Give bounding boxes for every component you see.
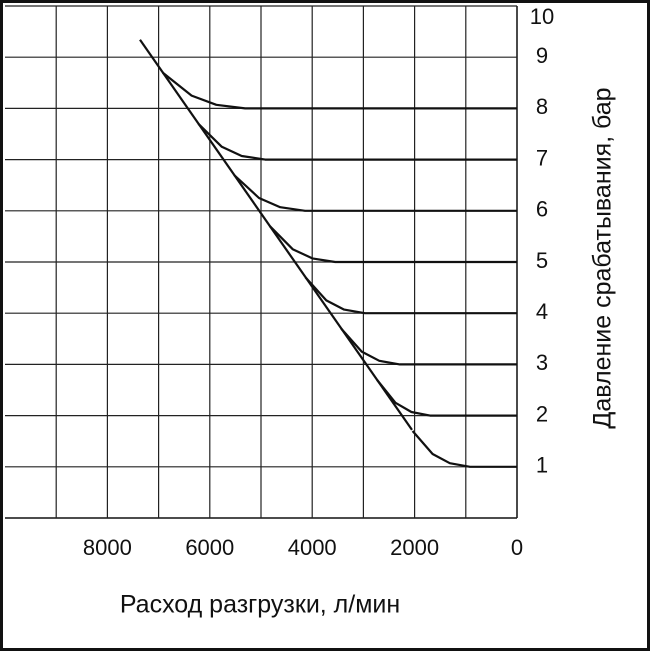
line — [376, 379, 517, 417]
line — [411, 430, 517, 468]
y-tick-label: 5 — [536, 248, 548, 273]
line — [139, 39, 413, 431]
y-tick-label: 4 — [536, 299, 548, 324]
x-tick-label: 8000 — [83, 535, 132, 560]
y-axis-title: Давление срабатывания, бар — [589, 87, 617, 428]
line — [197, 123, 517, 161]
line — [340, 327, 517, 366]
y-tick-label: 7 — [536, 145, 548, 170]
y-tick-label: 3 — [536, 350, 548, 375]
line — [304, 276, 517, 315]
line — [233, 174, 517, 212]
y-tick-label: 2 — [536, 401, 548, 426]
y-tick-label: 8 — [536, 94, 548, 119]
y-tick-label: 10 — [530, 4, 554, 29]
line — [269, 225, 517, 264]
y-tick-label: 9 — [536, 43, 548, 68]
x-tick-label: 6000 — [185, 535, 234, 560]
x-tick-label: 4000 — [288, 535, 337, 560]
x-tick-label: 0 — [511, 535, 523, 560]
line — [162, 71, 517, 110]
x-tick-label: 2000 — [390, 535, 439, 560]
x-axis-title: Расход разгрузки, л/мин — [120, 591, 400, 619]
y-tick-label: 1 — [536, 453, 548, 478]
y-tick-label: 6 — [536, 197, 548, 222]
